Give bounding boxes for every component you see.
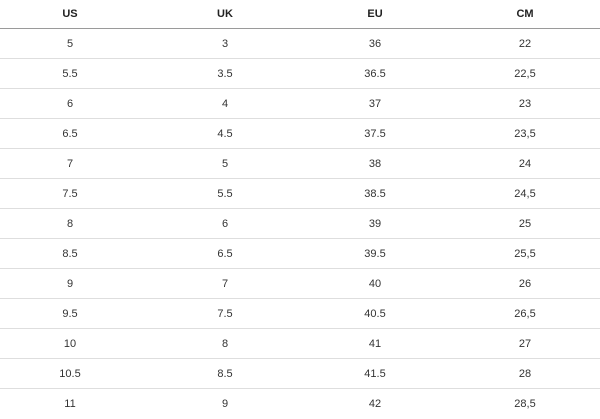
table-cell: 10 bbox=[0, 328, 150, 359]
table-cell: 40 bbox=[300, 268, 450, 299]
table-cell: 41 bbox=[300, 328, 450, 359]
table-cell: 39 bbox=[300, 208, 450, 239]
table-cell: 3.5 bbox=[150, 58, 300, 89]
table-row: 6.5 4.5 37.5 23,5 bbox=[0, 118, 600, 149]
column-header: EU bbox=[300, 0, 450, 29]
table-row: 8.5 6.5 39.5 25,5 bbox=[0, 238, 600, 269]
table-cell: 37 bbox=[300, 88, 450, 119]
table-cell: 4.5 bbox=[150, 118, 300, 149]
table-cell: 5.5 bbox=[150, 178, 300, 209]
column-header: UK bbox=[150, 0, 300, 29]
table-cell: 9 bbox=[0, 268, 150, 299]
table-cell: 36 bbox=[300, 28, 450, 59]
table-cell: 6 bbox=[0, 88, 150, 119]
table-cell: 7 bbox=[150, 268, 300, 299]
table-cell: 6 bbox=[150, 208, 300, 239]
header-row: US UK EU CM bbox=[0, 0, 600, 29]
table-cell: 41.5 bbox=[300, 358, 450, 389]
table-cell: 5 bbox=[0, 28, 150, 59]
table-row: 6 4 37 23 bbox=[0, 88, 600, 119]
table-row: 8 6 39 25 bbox=[0, 208, 600, 239]
table-cell: 37.5 bbox=[300, 118, 450, 149]
table-row: 9.5 7.5 40.5 26,5 bbox=[0, 298, 600, 329]
table-cell: 22 bbox=[450, 28, 600, 59]
table-cell: 6.5 bbox=[150, 238, 300, 269]
table-row: 7.5 5.5 38.5 24,5 bbox=[0, 178, 600, 209]
table-cell: 38 bbox=[300, 148, 450, 179]
table-cell: 25 bbox=[450, 208, 600, 239]
table-cell: 7 bbox=[0, 148, 150, 179]
table-cell: 23 bbox=[450, 88, 600, 119]
table-cell: 26,5 bbox=[450, 298, 600, 329]
table-cell: 11 bbox=[64, 397, 76, 410]
table-cell: 4 bbox=[150, 88, 300, 119]
table-cell: 27 bbox=[450, 328, 600, 359]
table-cell: 3 bbox=[150, 28, 300, 59]
table-cell: 10.5 bbox=[0, 358, 150, 389]
table-cell: 7.5 bbox=[150, 298, 300, 329]
table-cell: 40.5 bbox=[300, 298, 450, 329]
table-row: 11 9 42 28,5 bbox=[0, 389, 600, 419]
table-cell: 8 bbox=[150, 328, 300, 359]
table-cell: 9.5 bbox=[0, 298, 150, 329]
table-cell: 36.5 bbox=[300, 58, 450, 89]
table-cell: 25,5 bbox=[450, 238, 600, 269]
table-row: 5.5 3.5 36.5 22,5 bbox=[0, 58, 600, 89]
table-cell: 28,5 bbox=[514, 397, 536, 410]
table-cell: 22,5 bbox=[450, 58, 600, 89]
table-cell: 5.5 bbox=[0, 58, 150, 89]
table-cell: 24,5 bbox=[450, 178, 600, 209]
table-row: 7 5 38 24 bbox=[0, 148, 600, 179]
table-cell: 39.5 bbox=[300, 238, 450, 269]
table-cell: 24 bbox=[450, 148, 600, 179]
table-cell: 38.5 bbox=[300, 178, 450, 209]
table-head: US UK EU CM bbox=[0, 0, 600, 29]
table-cell: 8 bbox=[0, 208, 150, 239]
table-cell: 23,5 bbox=[450, 118, 600, 149]
table-row: 5 3 36 22 bbox=[0, 28, 600, 59]
table-row: 9 7 40 26 bbox=[0, 268, 600, 299]
table-cell: 6.5 bbox=[0, 118, 150, 149]
column-header: US bbox=[0, 0, 150, 29]
table-cell: 9 bbox=[221, 397, 229, 410]
table-cell: 8.5 bbox=[150, 358, 300, 389]
table-row: 10 8 41 27 bbox=[0, 328, 600, 359]
table-cell: 26 bbox=[450, 268, 600, 299]
table-cell: 7.5 bbox=[0, 178, 150, 209]
table-row: 10.5 8.5 41.5 28 bbox=[0, 358, 600, 389]
table-cell: 42 bbox=[368, 397, 382, 410]
table-cell: 8.5 bbox=[0, 238, 150, 269]
table-cell: 28 bbox=[450, 358, 600, 389]
table-body: 5 3 36 22 5.5 3.5 36.5 22,5 6 4 37 23 6.5 4.5 37.5 23,5… bbox=[0, 28, 600, 419]
table-cell: 5 bbox=[150, 148, 300, 179]
column-header: CM bbox=[450, 0, 600, 29]
